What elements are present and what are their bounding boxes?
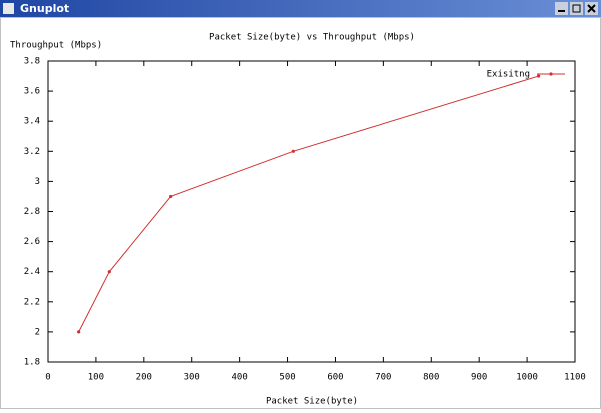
x-tick-label: 1100: [564, 373, 586, 383]
y-tick-label: 2.6: [24, 237, 40, 247]
y-tick-label: 3: [35, 177, 40, 187]
y-tick-label: 1.8: [24, 358, 40, 368]
data-point: [536, 74, 541, 78]
close-button[interactable]: [585, 2, 598, 15]
window-title: Gnuplot: [20, 2, 69, 15]
minimize-button[interactable]: [555, 2, 568, 15]
y-axis-label: Throughput (Mbps): [10, 41, 102, 51]
x-tick-label: 400: [232, 373, 248, 383]
x-tick-label: 900: [471, 373, 487, 383]
y-tick-label: 3.6: [24, 87, 40, 97]
maximize-button[interactable]: [570, 2, 583, 15]
y-tick-label: 3.2: [24, 147, 40, 157]
legend-label: Exisitng: [487, 70, 530, 80]
x-tick-label: 800: [423, 373, 439, 383]
x-tick-label: 300: [184, 373, 200, 383]
x-tick-label: 1000: [516, 373, 538, 383]
y-tick-label: 2: [35, 327, 40, 337]
x-axis-label: Packet Size(byte): [266, 397, 358, 407]
x-tick-label: 200: [136, 373, 152, 383]
data-point: [169, 194, 173, 199]
y-tick-label: 3.4: [24, 117, 40, 127]
x-tick-label: 700: [375, 373, 391, 383]
title-bar: [0, 0, 601, 17]
chart-title: Packet Size(byte) vs Throughput (Mbps): [209, 33, 415, 43]
legend-marker: [549, 72, 553, 76]
y-tick-label: 3.8: [24, 57, 40, 67]
data-point: [77, 330, 81, 334]
x-tick-label: 600: [327, 373, 343, 383]
y-tick-label: 2.4: [24, 267, 40, 277]
y-tick-label: 2.8: [24, 207, 40, 217]
x-tick-label: 500: [279, 373, 295, 383]
data-point: [107, 270, 111, 274]
data-point: [291, 149, 295, 153]
y-tick-label: 2.2: [24, 297, 40, 307]
x-tick-label: 0: [45, 373, 50, 383]
x-tick-label: 100: [88, 373, 104, 383]
app-icon: [3, 3, 14, 14]
